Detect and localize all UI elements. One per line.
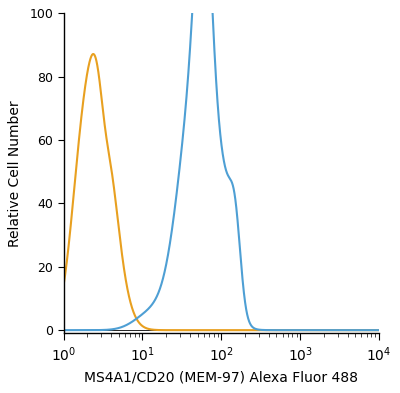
Y-axis label: Relative Cell Number: Relative Cell Number (8, 100, 22, 247)
X-axis label: MS4A1/CD20 (MEM-97) Alexa Fluor 488: MS4A1/CD20 (MEM-97) Alexa Fluor 488 (84, 371, 358, 385)
